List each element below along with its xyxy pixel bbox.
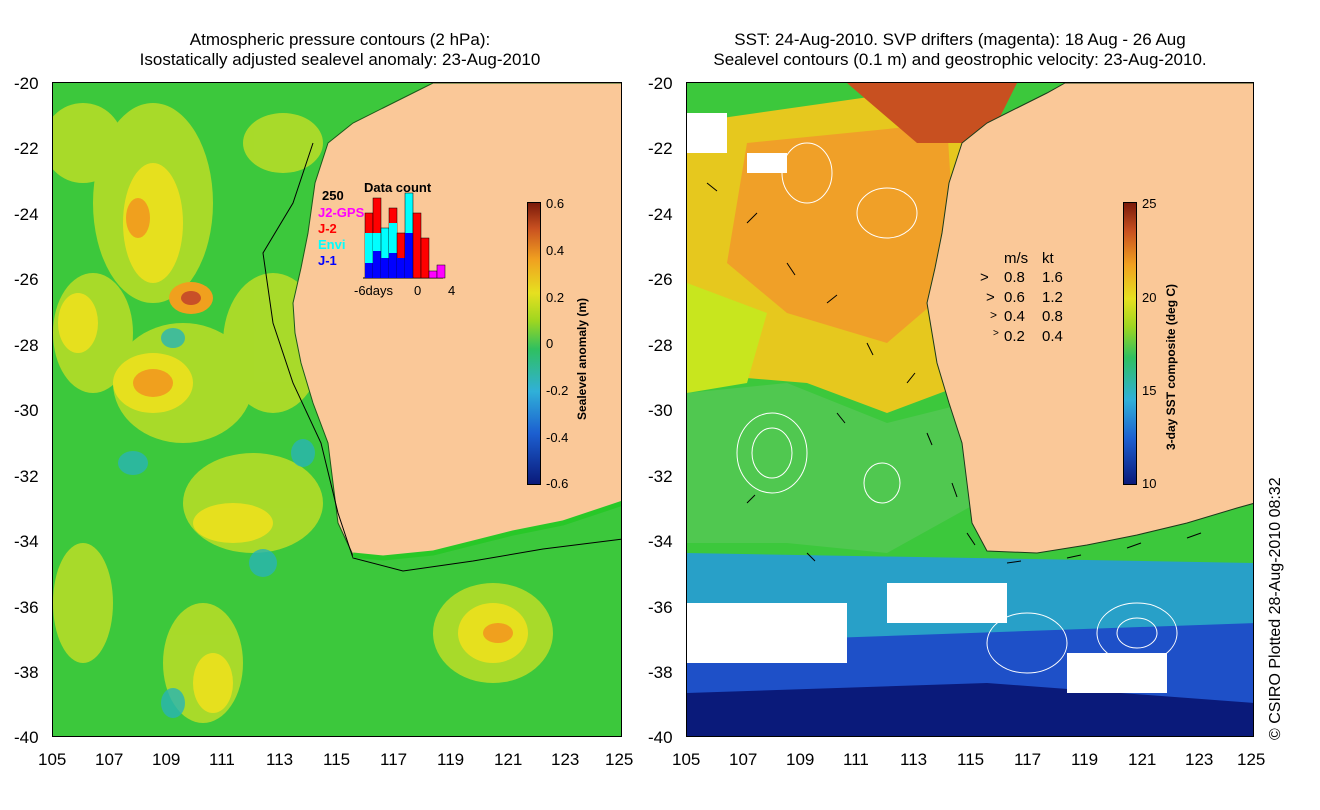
left-colorbar-title: Sealevel anomaly (m) (575, 297, 589, 420)
left-cb-tick: 0.6 (546, 196, 565, 211)
data-count-xlabel-zero: 0 (414, 283, 422, 298)
sealevel-colorbar (527, 202, 541, 485)
left-y-tick: -28 (14, 336, 39, 355)
right-y-tick: -20 (648, 74, 673, 93)
velocity-legend-header-kt: kt (1042, 250, 1054, 267)
left-x-tick: 113 (266, 750, 294, 769)
left-y-tick: -34 (14, 532, 39, 551)
left-cb-tick: 0.4 (546, 243, 565, 258)
data-count-legend-j1: J-1 (318, 253, 337, 268)
left-map-title: Atmospheric pressure contours (2 hPa): I… (60, 30, 620, 70)
velocity-legend-ms: 0.6 (1004, 289, 1025, 306)
left-x-tick: 125 (605, 750, 634, 769)
right-x-tick: 115 (957, 750, 985, 769)
velocity-legend-ms: 0.2 (1004, 328, 1025, 345)
velocity-legend-ms: 0.4 (1004, 308, 1025, 325)
data-count-legend-envi: Envi (318, 237, 346, 252)
copyright-text: © CSIRO Plotted 28-Aug-2010 08:32 (1267, 477, 1284, 740)
right-x-tick: 119 (1071, 750, 1099, 769)
velocity-legend-kt: 0.4 (1042, 328, 1063, 345)
left-cb-tick: -0.6 (546, 476, 569, 491)
data-count-legend-j2gps: J2-GPS (318, 205, 365, 220)
velocity-arrow-icon: > (990, 308, 998, 322)
left-y-tick: -40 (14, 728, 39, 747)
sealevel-anomaly-map (52, 82, 622, 737)
right-x-tick: 125 (1237, 750, 1266, 769)
left-y-tick: -20 (14, 74, 39, 93)
right-x-tick: 113 (900, 750, 928, 769)
right-colorbar-title: 3-day SST composite (deg C) (1164, 283, 1178, 450)
velocity-legend-kt: 1.2 (1042, 289, 1063, 306)
velocity-arrow-icon: > (980, 269, 989, 286)
left-x-tick: 109 (152, 750, 181, 769)
sst-map (686, 82, 1254, 737)
left-x-tick: 121 (494, 750, 523, 769)
velocity-legend-kt: 0.8 (1042, 308, 1063, 325)
left-y-tick: -32 (14, 467, 39, 486)
left-title-line2: Isostatically adjusted sealevel anomaly:… (139, 50, 541, 69)
sst-colorbar (1123, 202, 1137, 485)
right-y-tick: -40 (648, 728, 673, 747)
data-count-legend-j2: J-2 (318, 221, 337, 236)
right-x-tick: 117 (1014, 750, 1042, 769)
right-y-tick: -24 (648, 205, 673, 224)
velocity-arrow-icon: > (986, 289, 995, 306)
left-y-tick: -38 (14, 663, 39, 682)
right-y-tick: -32 (648, 467, 673, 486)
velocity-legend-header-ms: m/s (1004, 250, 1029, 267)
right-y-tick: -26 (648, 270, 673, 289)
right-cb-tick: 20 (1142, 290, 1157, 305)
velocity-legend-kt: 1.6 (1042, 269, 1063, 286)
left-x-tick: 115 (323, 750, 351, 769)
left-y-tick: -30 (14, 401, 39, 420)
left-y-tick: -22 (14, 139, 39, 158)
data-count-histogram (363, 192, 446, 279)
left-y-tick: -36 (14, 598, 39, 617)
left-cb-tick: 0 (546, 336, 554, 351)
velocity-legend-ms: 0.8 (1004, 269, 1025, 286)
left-title-line1: Atmospheric pressure contours (2 hPa): (189, 30, 491, 49)
data-count-xlabel-start: -6days (354, 283, 394, 298)
left-x-tick: 105 (38, 750, 67, 769)
data-count-max: 250 (322, 188, 344, 203)
right-x-tick: 123 (1185, 750, 1214, 769)
right-y-tick: -28 (648, 336, 673, 355)
right-x-tick: 111 (843, 750, 869, 769)
left-cb-tick: -0.2 (546, 383, 569, 398)
velocity-arrow-icon: > (993, 328, 999, 339)
right-x-tick: 107 (729, 750, 758, 769)
right-y-tick: -34 (648, 532, 673, 551)
right-cb-tick: 10 (1142, 476, 1157, 491)
right-y-tick: -38 (648, 663, 673, 682)
right-map-title: SST: 24-Aug-2010. SVP drifters (magenta)… (660, 30, 1260, 70)
right-x-tick: 121 (1128, 750, 1157, 769)
right-y-tick: -22 (648, 139, 673, 158)
left-x-tick: 111 (209, 750, 235, 769)
right-x-tick: 105 (672, 750, 701, 769)
left-x-tick: 123 (551, 750, 580, 769)
right-x-tick: 109 (786, 750, 815, 769)
left-y-tick: -26 (14, 270, 39, 289)
left-x-tick: 107 (95, 750, 124, 769)
data-count-xlabel-end: 4 (448, 283, 456, 298)
right-cb-tick: 25 (1142, 196, 1157, 211)
right-y-tick: -30 (648, 401, 673, 420)
right-title-line2: Sealevel contours (0.1 m) and geostrophi… (713, 50, 1207, 69)
data-count-title: Data count (364, 180, 432, 195)
left-x-tick: 117 (380, 750, 408, 769)
right-y-tick: -36 (648, 598, 673, 617)
right-cb-tick: 15 (1142, 383, 1157, 398)
left-y-tick: -24 (14, 205, 39, 224)
left-cb-tick: 0.2 (546, 290, 565, 305)
right-title-line1: SST: 24-Aug-2010. SVP drifters (magenta)… (734, 30, 1186, 49)
left-cb-tick: -0.4 (546, 430, 569, 445)
left-x-tick: 119 (437, 750, 465, 769)
